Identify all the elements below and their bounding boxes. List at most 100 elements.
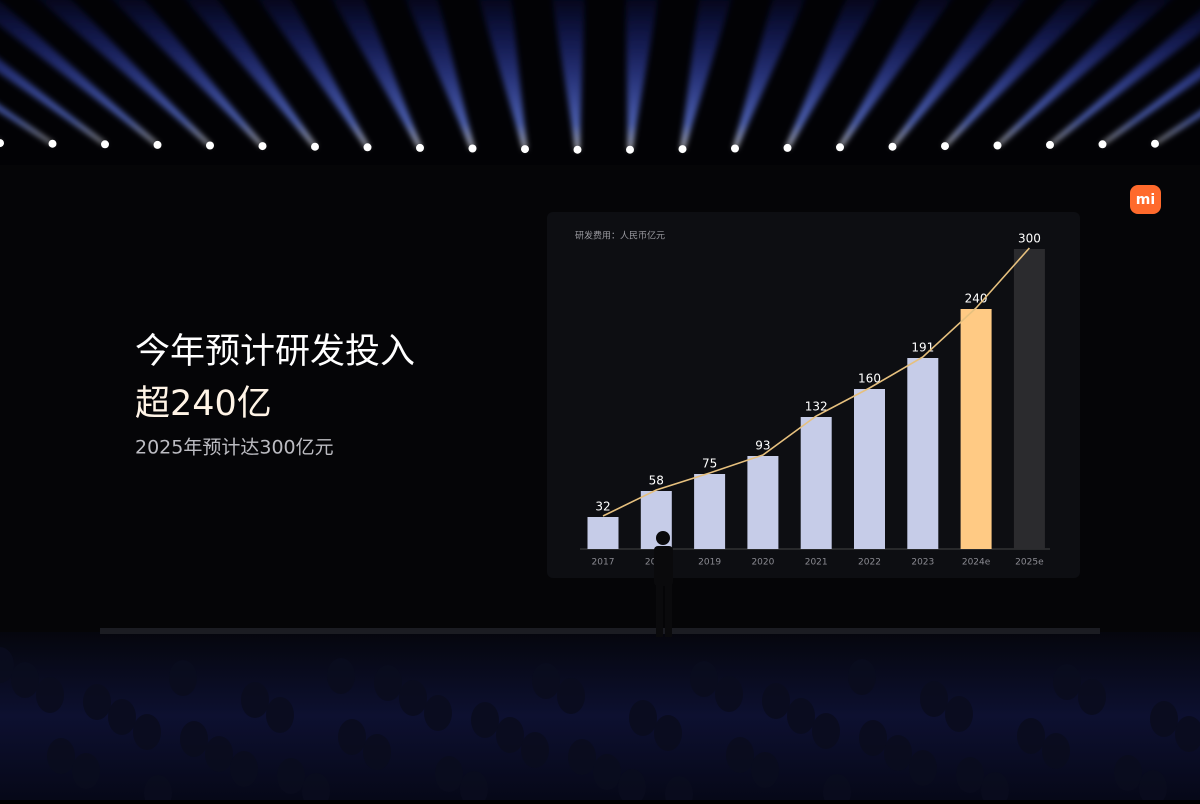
light [941,142,949,150]
bar [694,474,725,549]
unit-label: 研发费用：人民币亿元 [575,230,665,242]
audience-head [568,739,596,775]
light [889,143,897,151]
x-tick-label: 2020 [751,558,774,568]
audience-head [1042,733,1070,769]
audience-head [241,682,269,718]
audience-head [1114,755,1142,791]
audience-head [593,754,621,790]
audience-head [36,677,64,713]
audience-head [435,756,463,792]
x-tick-label: 2024e [962,558,991,568]
bar [961,309,992,549]
audience-head [521,732,549,768]
value-label: 32 [595,500,610,514]
speaker-leg [656,585,663,637]
light [206,142,214,150]
audience-head [496,717,524,753]
audience-head [471,702,499,738]
audience-head [1017,718,1045,754]
x-tick-label: 2019 [698,558,721,568]
stage-edge [100,628,1100,634]
audience-head [859,720,887,756]
speaker-body [654,546,673,586]
audience-head [1053,664,1081,700]
value-label: 300 [1018,232,1041,246]
audience-head [180,721,208,757]
audience-head [47,738,75,774]
speaker-head [656,531,670,545]
audience-head [654,715,682,751]
audience-head [532,663,560,699]
audience-head [751,752,779,788]
audience-head [277,758,305,794]
audience-head [266,697,294,733]
value-label: 58 [649,474,664,488]
audience-head [374,665,402,701]
logo: mi [1136,192,1155,208]
headline: 超240亿 [135,384,272,424]
audience-head [1078,679,1106,715]
light [311,143,319,151]
light [574,146,582,154]
light [49,140,57,148]
subtitle: 2025年预计达300亿元 [135,437,334,459]
light [731,145,739,153]
headline: 今年预计研发投入 [135,332,415,372]
light [994,142,1002,150]
audience-head [945,696,973,732]
audience-head [72,753,100,789]
audience-head [327,658,355,694]
audience-head [205,736,233,772]
light [836,143,844,151]
bar [747,456,778,549]
audience-head [338,719,366,755]
light [679,145,687,153]
light [416,144,424,152]
bar [907,358,938,549]
audience-head [11,662,39,698]
audience-head [909,750,937,786]
audience-head [920,681,948,717]
light [784,144,792,152]
light [259,142,267,150]
audience-head [169,660,197,696]
light [469,145,477,153]
x-tick-label: 2017 [592,558,615,568]
bar [801,417,832,549]
bar [588,517,619,549]
audience-head [812,713,840,749]
audience-head [83,684,111,720]
bar [854,389,885,549]
audience-head [363,734,391,770]
audience-head [787,698,815,734]
audience-head [230,751,258,787]
audience-head [557,678,585,714]
audience-head [848,659,876,695]
value-label: 75 [702,457,717,471]
light [1151,140,1159,148]
audience-head [690,661,718,697]
audience-head [1150,701,1178,737]
x-tick-label: 2022 [858,558,881,568]
light [101,140,109,148]
audience-head [726,737,754,773]
light [364,143,372,151]
light [154,141,162,149]
audience-head [108,699,136,735]
audience-head [762,683,790,719]
bar [1014,249,1045,549]
x-tick-label: 2021 [805,558,828,568]
audience-head [629,700,657,736]
value-label: 191 [911,341,934,355]
speaker-leg [665,585,672,637]
light [521,145,529,153]
x-tick-label: 2023 [911,558,934,568]
audience-head [424,695,452,731]
audience-head [884,735,912,771]
x-tick-label: 2025e [1015,558,1044,568]
light [1099,140,1107,148]
audience-head [133,714,161,750]
light [1046,141,1054,149]
